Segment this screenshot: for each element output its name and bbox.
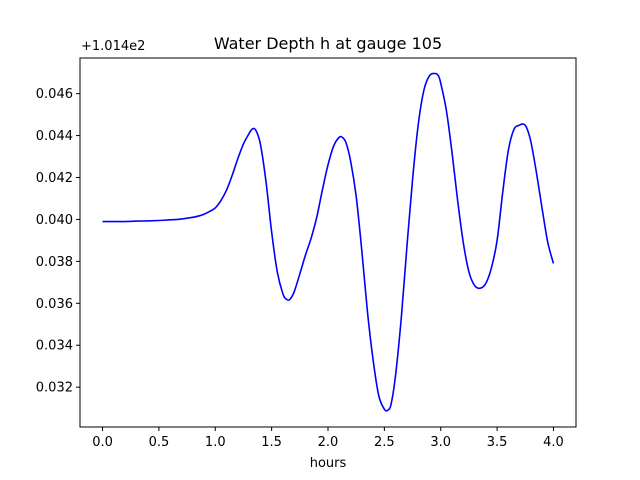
series-line: [102, 72, 555, 412]
y-offset-label: +1.014e2: [81, 39, 145, 54]
y-tick-label: 0.046: [36, 87, 73, 102]
x-tick-label: 3.5: [487, 435, 508, 450]
x-tick-label: 1.5: [261, 435, 282, 450]
y-tick-label: 0.036: [36, 297, 73, 312]
x-tick-label: 1.0: [205, 435, 226, 450]
y-tick-label: 0.032: [36, 381, 73, 396]
y-tick-label: 0.042: [36, 171, 73, 186]
y-tick-label: 0.044: [36, 129, 73, 144]
x-tick-label: 2.5: [374, 435, 395, 450]
x-tick-label: 2.0: [318, 435, 339, 450]
y-tick-label: 0.038: [36, 255, 73, 270]
series-group: [102, 72, 555, 412]
x-tick-label: 0.0: [92, 435, 113, 450]
plot-area: [79, 57, 577, 428]
x-tick-label: 0.5: [149, 435, 170, 450]
x-tick-label: 4.0: [543, 435, 564, 450]
y-tick-label: 0.034: [36, 339, 73, 354]
x-tick-label: 3.0: [430, 435, 451, 450]
chart-title: Water Depth h at gauge 105: [214, 34, 442, 53]
y-tick-label: 0.040: [36, 213, 73, 228]
x-axis-label: hours: [310, 456, 347, 471]
axis-ticks: 0.0 0.5 1.0 1.5 2.0 2.5 3.0 3.5 4.0 0.032 0.034 0.0…: [36, 87, 564, 450]
